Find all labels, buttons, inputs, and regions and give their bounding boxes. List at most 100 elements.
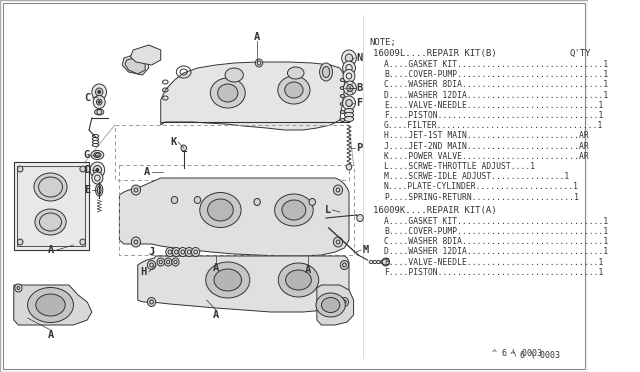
Circle shape [340, 260, 349, 269]
Ellipse shape [344, 116, 353, 122]
Circle shape [172, 196, 178, 203]
Text: H....JET-1ST MAIN.......................AR: H....JET-1ST MAIN.......................… [384, 131, 589, 140]
Text: J....JET-2ND MAIN.......................AR: J....JET-2ND MAIN.......................… [384, 142, 589, 151]
Circle shape [147, 260, 156, 269]
Ellipse shape [28, 288, 74, 323]
Circle shape [17, 239, 23, 245]
Text: C....WASHER 8DIA.............................1: C....WASHER 8DIA........................… [384, 237, 608, 246]
Ellipse shape [323, 67, 330, 77]
Circle shape [346, 99, 352, 106]
Text: J: J [148, 247, 155, 257]
Polygon shape [122, 54, 148, 75]
Text: NOTE;: NOTE; [369, 38, 396, 47]
Text: A: A [47, 330, 54, 340]
Text: P....SPRING-RETURN.....................1: P....SPRING-RETURN.....................1 [384, 193, 579, 202]
Ellipse shape [316, 293, 346, 317]
Text: B....COVER-PUMP..............................1: B....COVER-PUMP.........................… [384, 70, 608, 79]
Text: N....PLATE-CYLINDER....................1: N....PLATE-CYLINDER....................1 [384, 182, 579, 192]
Ellipse shape [340, 87, 345, 90]
Ellipse shape [340, 78, 345, 81]
Text: M....SCRWE-IDLE ADJUST...............1: M....SCRWE-IDLE ADJUST...............1 [384, 172, 569, 181]
Circle shape [357, 215, 364, 221]
Ellipse shape [278, 76, 310, 104]
Text: A: A [212, 263, 219, 273]
Circle shape [343, 70, 355, 83]
Circle shape [181, 145, 186, 151]
Circle shape [92, 172, 103, 184]
Circle shape [254, 199, 260, 205]
Ellipse shape [97, 186, 101, 194]
Circle shape [131, 185, 141, 195]
Ellipse shape [218, 84, 238, 102]
Bar [120, 165, 353, 255]
Text: P: P [356, 143, 363, 153]
Circle shape [131, 237, 141, 247]
Ellipse shape [214, 269, 241, 291]
Text: E....VALVE-NEEDLE...........................1: E....VALVE-NEEDLE.......................… [384, 101, 604, 110]
Circle shape [98, 101, 100, 103]
Circle shape [342, 96, 355, 110]
Text: D....WASHER 12DIA............................1: D....WASHER 12DIA.......................… [384, 91, 608, 100]
Text: C....WASHER 8DIA.............................1: C....WASHER 8DIA........................… [384, 80, 608, 89]
Text: A....GASKET KIT..............................1: A....GASKET KIT.........................… [384, 217, 608, 226]
Text: 16009L....REPAIR KIT(B): 16009L....REPAIR KIT(B) [373, 49, 497, 58]
Text: F....PISTON.................................1: F....PISTON.............................… [384, 111, 604, 120]
Circle shape [346, 164, 352, 170]
Text: Q'TY: Q'TY [570, 49, 591, 58]
Text: B....COVER-PUMP..............................1: B....COVER-PUMP.........................… [384, 227, 608, 236]
Ellipse shape [340, 103, 345, 106]
Ellipse shape [282, 200, 306, 220]
Text: ^ 6 \ 0003: ^ 6 \ 0003 [492, 349, 542, 358]
Ellipse shape [200, 192, 241, 228]
Ellipse shape [340, 119, 345, 122]
Circle shape [17, 166, 23, 172]
Ellipse shape [344, 112, 353, 118]
Circle shape [344, 81, 356, 95]
Ellipse shape [285, 82, 303, 98]
Polygon shape [317, 285, 353, 325]
Polygon shape [161, 62, 344, 130]
Text: A: A [144, 167, 150, 177]
Circle shape [347, 84, 353, 92]
Ellipse shape [205, 262, 250, 298]
Ellipse shape [36, 294, 65, 316]
Bar [115, 125, 349, 180]
Polygon shape [125, 57, 145, 74]
Ellipse shape [207, 199, 234, 221]
Circle shape [166, 247, 174, 257]
Circle shape [95, 88, 103, 96]
Circle shape [309, 199, 316, 205]
Text: F: F [356, 98, 363, 108]
Circle shape [195, 196, 201, 203]
Circle shape [333, 237, 342, 247]
Circle shape [98, 90, 100, 93]
Circle shape [92, 84, 106, 100]
Circle shape [340, 298, 349, 307]
Circle shape [342, 50, 356, 66]
Polygon shape [138, 256, 349, 312]
Text: ^ 6 \ 0003: ^ 6 \ 0003 [510, 351, 560, 360]
Text: H: H [141, 267, 147, 277]
Ellipse shape [91, 151, 104, 160]
Circle shape [96, 169, 99, 171]
Circle shape [93, 96, 105, 109]
Circle shape [93, 166, 102, 174]
Text: L....SCRWE-THROTTLE ADJUST....1: L....SCRWE-THROTTLE ADJUST....1 [384, 162, 535, 171]
Ellipse shape [287, 67, 304, 79]
Text: A....GASKET KIT..............................1: A....GASKET KIT.........................… [384, 60, 608, 69]
Circle shape [185, 247, 193, 257]
Text: L: L [324, 205, 331, 215]
Ellipse shape [344, 109, 353, 113]
Circle shape [346, 54, 353, 62]
Ellipse shape [340, 110, 345, 113]
Text: A: A [254, 32, 260, 42]
Ellipse shape [95, 184, 103, 196]
Polygon shape [14, 285, 92, 325]
Circle shape [179, 247, 187, 257]
Ellipse shape [278, 263, 319, 297]
Circle shape [255, 59, 262, 67]
Text: D: D [84, 165, 90, 175]
Ellipse shape [340, 94, 345, 97]
Circle shape [172, 258, 179, 266]
Circle shape [382, 258, 389, 266]
